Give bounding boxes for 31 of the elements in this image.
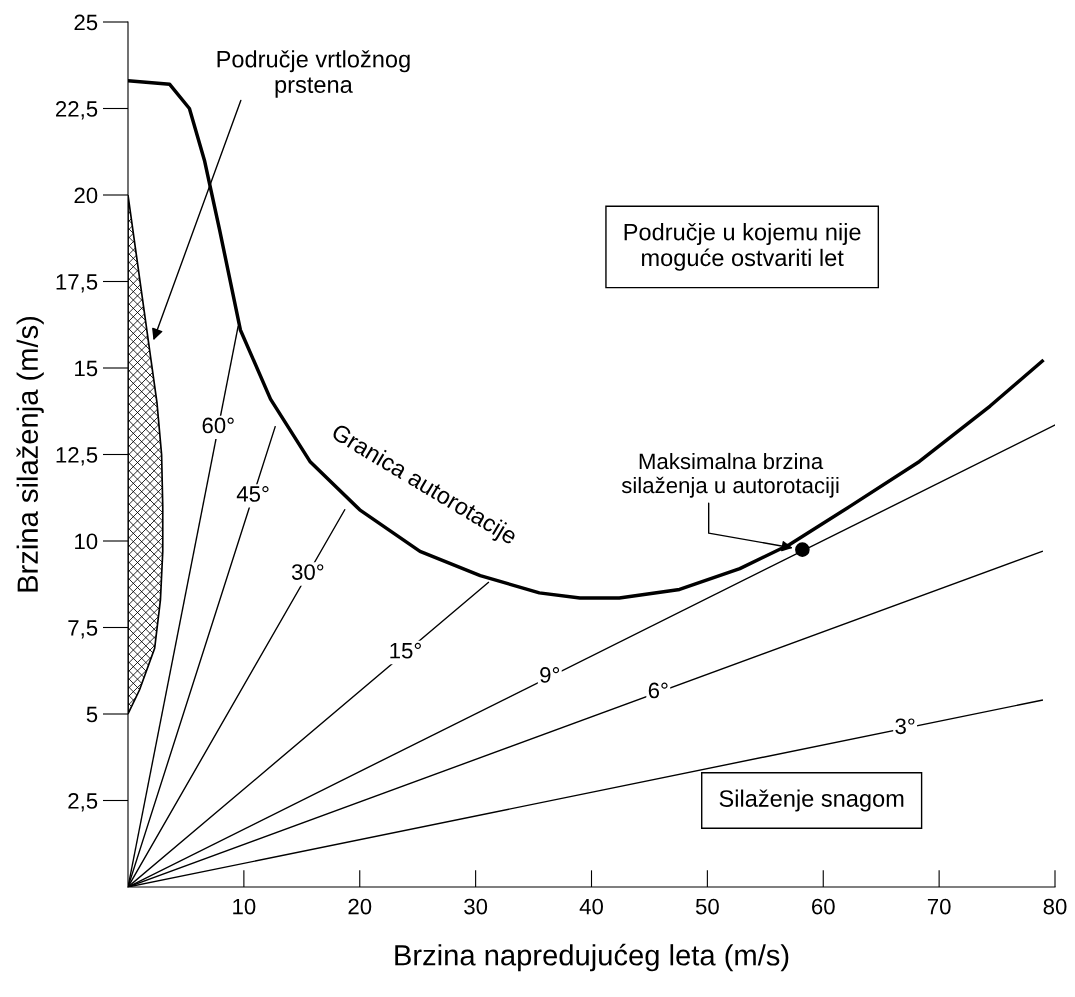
y-tick-label: 15 <box>75 360 98 377</box>
annotation: Područje u kojemu nije moguće ostvariti let <box>624 222 861 271</box>
x-tick-label: 40 <box>579 898 603 915</box>
x-tick-label: 60 <box>812 898 835 915</box>
x-tick-label: 80 <box>1043 898 1067 915</box>
x-tick-label: 50 <box>695 898 719 915</box>
x-tick-label: 30 <box>464 898 488 915</box>
x-axis-title: Brzina napredujućeg leta (m/s) <box>395 943 789 972</box>
y-tick-label: 2,5 <box>68 793 98 812</box>
annotation: Maksimalna brzina silaženja u autorotaciji <box>621 452 839 498</box>
x-tick-label: 10 <box>233 898 256 915</box>
series-label: 45° <box>236 486 269 502</box>
series-label: 3° <box>895 718 915 735</box>
y-tick-label: 20 <box>74 187 98 204</box>
annotation: Područje vrtložnog prstena <box>217 50 410 98</box>
y-tick-label: 12,5 <box>56 447 98 466</box>
series-label: 15° <box>390 642 421 659</box>
annotation: Silaženje snagom <box>719 789 904 812</box>
series-label: 6° <box>648 682 668 699</box>
y-axis-title: Brzina silaženja (m/s) <box>16 316 44 592</box>
x-tick-label: 70 <box>927 898 951 915</box>
y-tick-label: 10 <box>75 533 98 550</box>
y-tick-label: 22,5 <box>56 101 98 120</box>
y-tick-label: 25 <box>74 14 98 31</box>
series-label: 60° <box>202 417 234 434</box>
y-tick-label: 5 <box>86 706 98 723</box>
y-tick-label: 17,5 <box>56 274 98 293</box>
series-label: 9° <box>540 667 560 683</box>
x-tick-label: 20 <box>348 898 372 915</box>
series-label: 30° <box>291 564 324 580</box>
y-tick-label: 7,5 <box>68 620 98 639</box>
